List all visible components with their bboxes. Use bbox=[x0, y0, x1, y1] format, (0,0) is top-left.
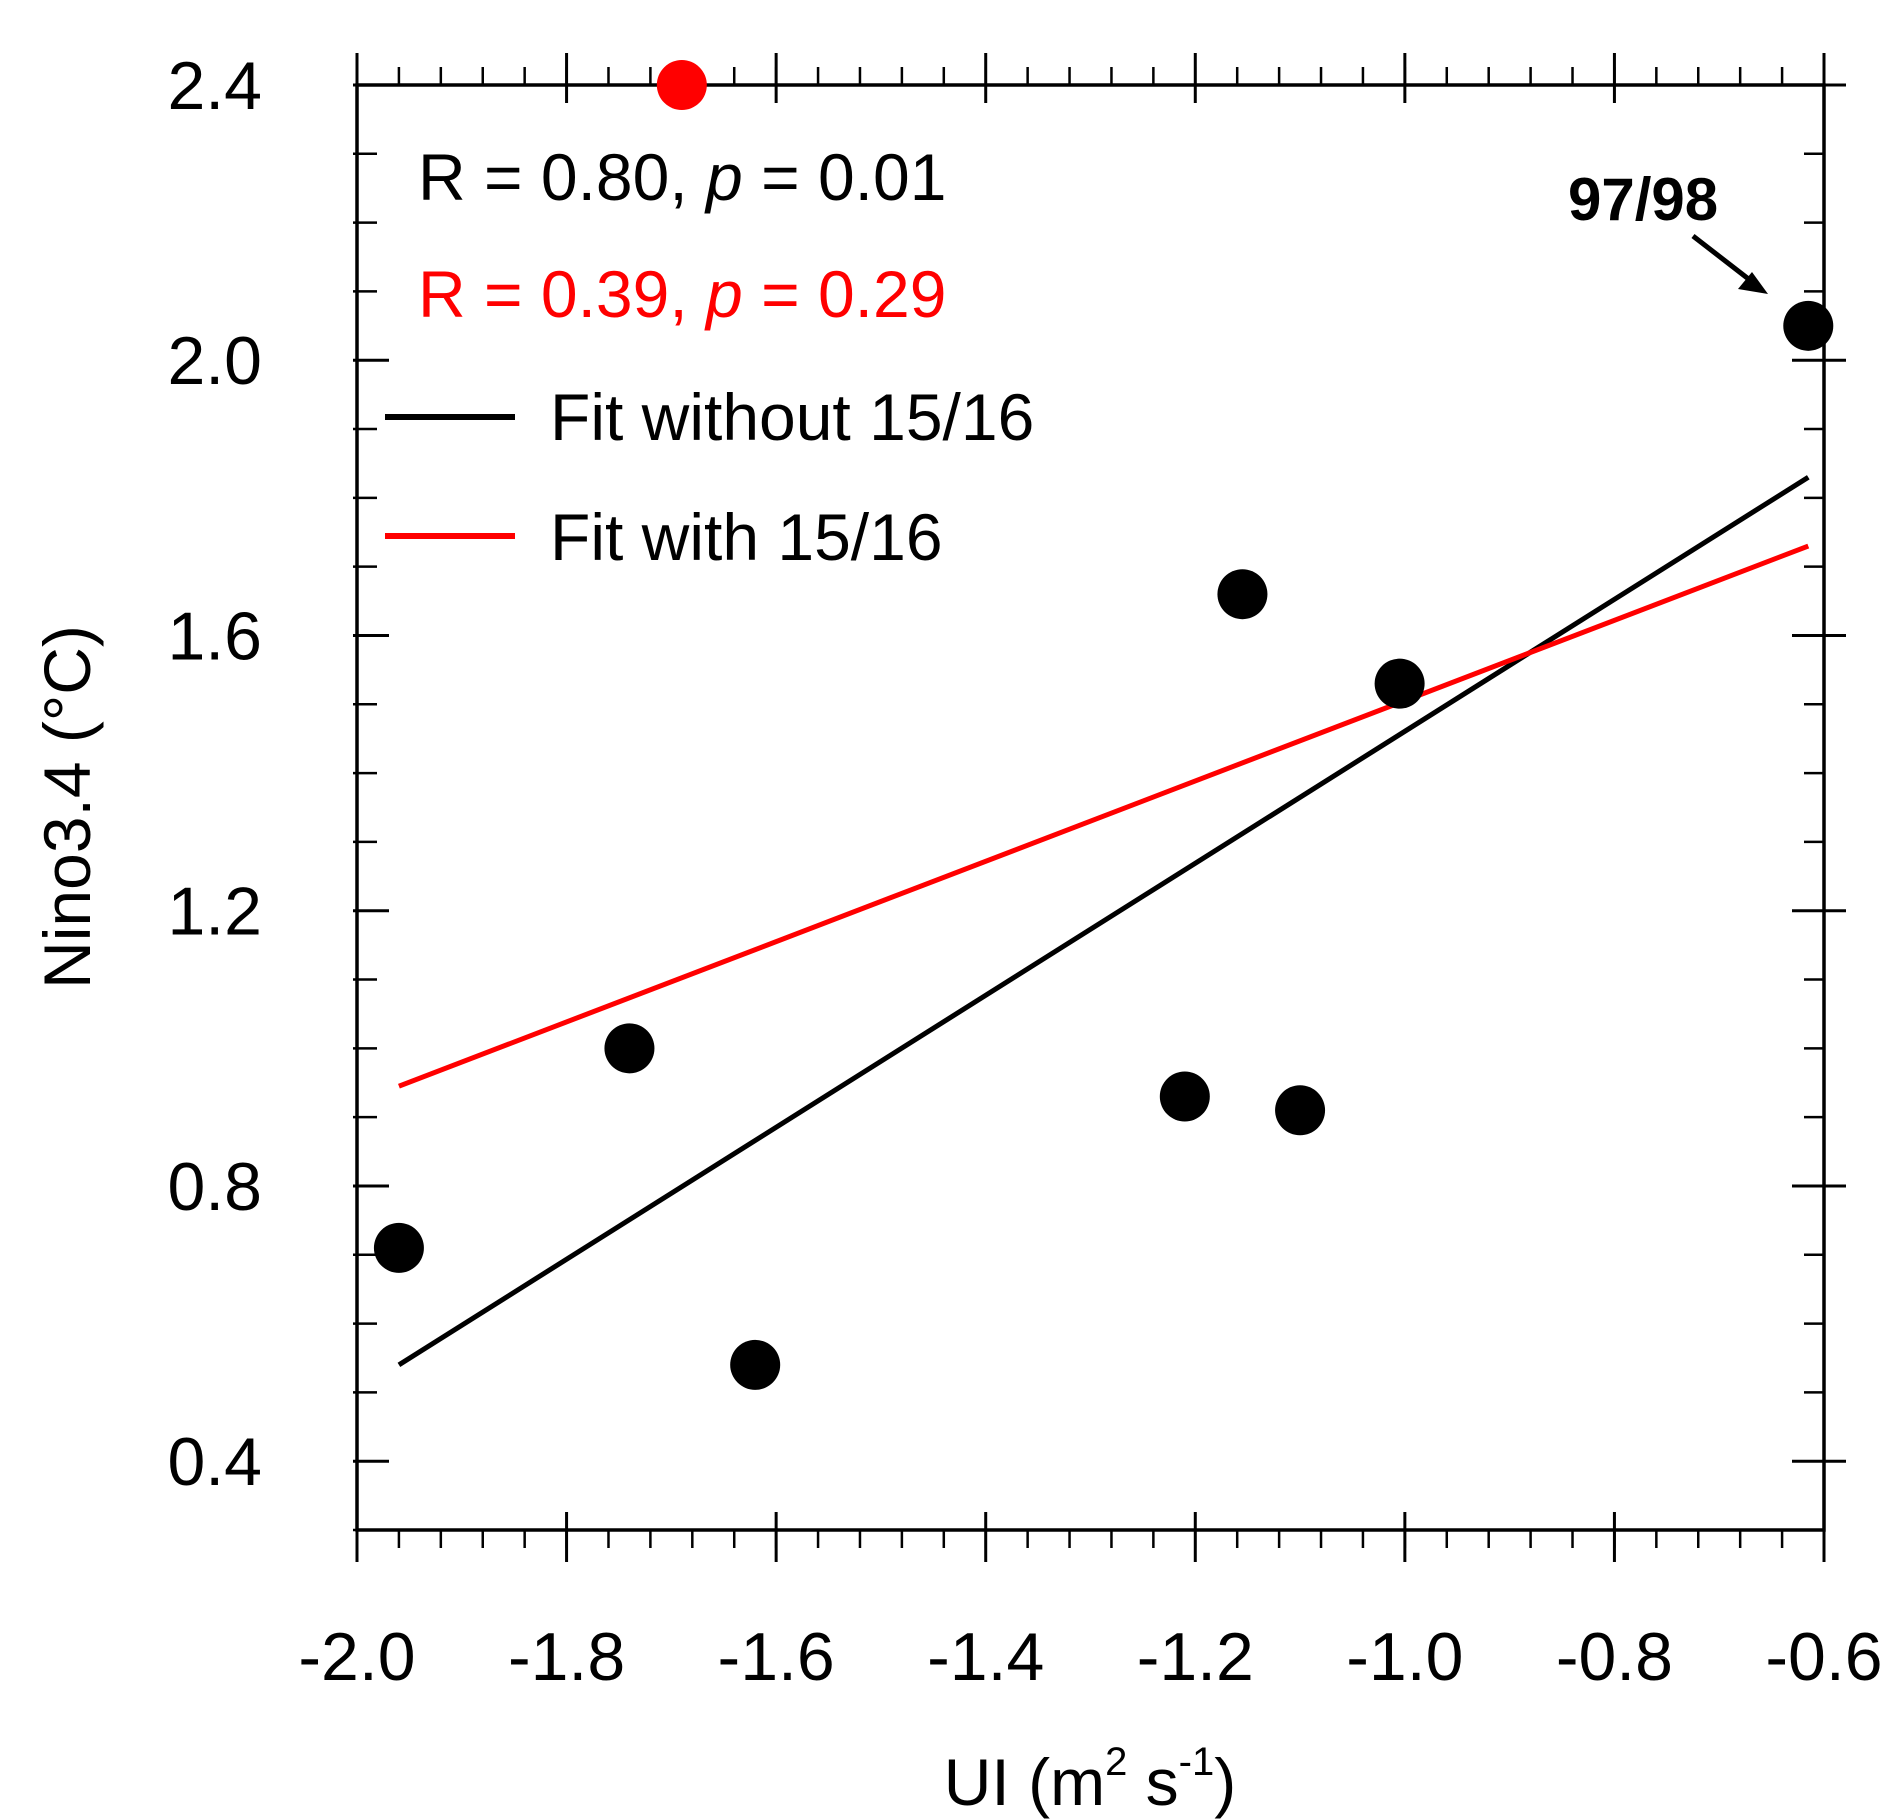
stat-black-p: = 0.01 bbox=[743, 140, 947, 214]
legend-label-fit-without: Fit without 15/16 bbox=[550, 380, 1034, 454]
data-point bbox=[1783, 300, 1834, 351]
x-axis-label: UI (m2 s-1) bbox=[944, 1740, 1236, 1819]
x-axis-label-sup1: 2 bbox=[1105, 1740, 1127, 1784]
x-tick-label: -1.6 bbox=[718, 1619, 835, 1695]
x-axis-label-main: UI (m bbox=[944, 1745, 1105, 1819]
plot-frame bbox=[355, 83, 1826, 1532]
stat-black: R = 0.80, p = 0.01 bbox=[418, 140, 946, 214]
data-point bbox=[604, 1023, 655, 1074]
data-point bbox=[1217, 569, 1268, 620]
fit-lines bbox=[397, 475, 1810, 1367]
fit-line-without-15-16 bbox=[397, 475, 1810, 1367]
x-axis-label-sup2: -1 bbox=[1179, 1740, 1215, 1784]
x-axis-label-mid: s bbox=[1127, 1745, 1178, 1819]
y-axis-label: Nino3.4 (°C) bbox=[30, 625, 104, 989]
y-tick-label: 1.6 bbox=[167, 598, 262, 674]
stat-black-p-symbol: p bbox=[704, 140, 743, 214]
y-tick-label: 1.2 bbox=[167, 874, 262, 950]
legend: Fit without 15/16 Fit with 15/16 bbox=[385, 380, 1034, 574]
x-tick-label: -1.0 bbox=[1346, 1619, 1463, 1695]
x-tick-label: -1.4 bbox=[927, 1619, 1044, 1695]
data-point bbox=[730, 1339, 781, 1390]
fit-line-with-15-16 bbox=[398, 543, 1810, 1089]
x-tick-label: -0.6 bbox=[1765, 1619, 1882, 1695]
y-tick-label: 0.4 bbox=[167, 1424, 262, 1500]
data-point bbox=[1374, 658, 1425, 709]
axis-ticks bbox=[353, 53, 1846, 1562]
data-points bbox=[373, 60, 1834, 1390]
x-tick-labels: -2.0 -1.8 -1.6 -1.4 -1.2 -1.0 -0.8 -0.6 bbox=[298, 1619, 1882, 1695]
stat-black-r: R = 0.80, bbox=[418, 140, 706, 214]
annotation-97-98: 97/98 bbox=[1568, 166, 1768, 294]
stat-red-r: R = 0.39, bbox=[418, 257, 706, 331]
annotation-arrow-shaft bbox=[1691, 234, 1757, 286]
x-axis-label-end: ) bbox=[1214, 1745, 1236, 1819]
y-tick-label: 2.4 bbox=[167, 48, 262, 124]
stat-red-p: = 0.29 bbox=[743, 257, 947, 331]
data-point bbox=[1275, 1085, 1326, 1136]
data-point-15-16 bbox=[656, 60, 707, 110]
stat-red-p-symbol: p bbox=[704, 257, 743, 331]
x-tick-label: -2.0 bbox=[298, 1619, 415, 1695]
x-tick-label: -1.2 bbox=[1137, 1619, 1254, 1695]
annotation-arrow-head bbox=[1738, 272, 1768, 294]
annotation-label: 97/98 bbox=[1568, 166, 1718, 233]
x-tick-label: -0.8 bbox=[1556, 1619, 1673, 1695]
y-tick-label: 0.8 bbox=[167, 1149, 262, 1225]
x-tick-label: -1.8 bbox=[508, 1619, 625, 1695]
y-tick-labels: 0.4 0.8 1.2 1.6 2.0 2.4 bbox=[167, 48, 262, 1500]
data-point bbox=[373, 1222, 424, 1273]
legend-label-fit-with: Fit with 15/16 bbox=[550, 500, 943, 574]
y-tick-label: 2.0 bbox=[167, 323, 262, 399]
data-point bbox=[1159, 1071, 1210, 1122]
stat-red: R = 0.39, p = 0.29 bbox=[418, 257, 946, 331]
